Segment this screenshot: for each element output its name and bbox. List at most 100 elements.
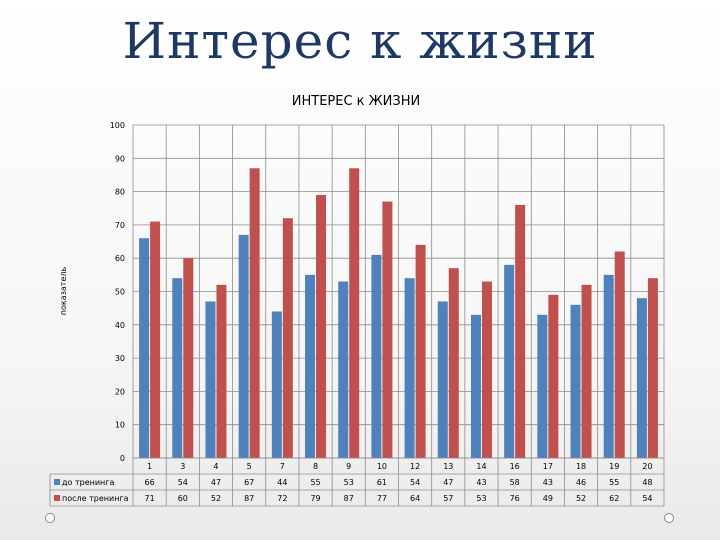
bar-before-8 [305,274,316,458]
bar-after-12 [415,244,426,458]
table-cell: 53 [344,478,354,487]
x-tick-label: 1 [147,462,152,471]
table-cell: 72 [277,494,287,503]
table-cell: 57 [443,494,453,503]
bar-after-3 [183,258,194,458]
bar-before-17 [537,314,548,458]
decorative-dot-right [664,513,674,523]
table-cell: 52 [211,494,221,503]
y-tick-label: 100 [110,121,125,130]
bar-after-8 [316,194,327,458]
legend-swatch [54,495,60,501]
y-axis-label: показатель [59,267,68,316]
x-tick-label: 5 [247,462,252,471]
x-tick-label: 19 [609,462,619,471]
x-tick-label: 17 [543,462,553,471]
bar-before-5 [238,234,249,458]
bar-before-12 [404,278,415,458]
table-cell: 79 [310,494,320,503]
table-cell: 54 [642,494,652,503]
bar-before-1 [139,238,150,458]
bar-after-9 [349,168,360,459]
y-tick-label: 20 [115,387,125,396]
x-tick-label: 18 [576,462,586,471]
table-cell: 55 [310,478,320,487]
x-tick-label: 4 [213,462,218,471]
legend-label: до тренинга [62,478,114,487]
legend-label: после тренинга [62,494,129,503]
x-tick-label: 14 [476,462,486,471]
table-cell: 54 [410,478,420,487]
x-tick-label: 3 [180,462,185,471]
x-tick-label: 7 [280,462,285,471]
bar-after-18 [581,284,592,458]
table-cell: 87 [244,494,254,503]
bars [139,168,658,459]
bar-before-3 [172,278,183,458]
bar-after-4 [216,284,227,458]
bar-after-10 [382,201,393,458]
bar-after-5 [249,168,260,459]
table-cell: 60 [178,494,188,503]
bar-after-7 [282,218,293,458]
y-tick-label: 80 [115,188,125,197]
x-tick-label: 16 [510,462,520,471]
bar-after-16 [515,204,526,458]
table-cell: 66 [145,478,155,487]
bar-after-17 [548,294,559,458]
bar-before-7 [271,311,282,458]
bar-before-13 [437,301,448,458]
bar-after-1 [150,221,161,458]
bar-before-20 [636,298,647,458]
bar-after-20 [647,278,658,458]
table-cell: 64 [410,494,420,503]
table-cell: 62 [609,494,619,503]
bar-after-19 [614,251,625,458]
bar-before-18 [570,304,581,458]
bar-before-9 [338,281,349,458]
y-tick-label: 90 [115,154,125,163]
bar-after-13 [448,268,459,458]
bar-before-4 [205,301,216,458]
table-cell: 47 [443,478,453,487]
bar-before-14 [470,314,481,458]
table-cell: 43 [476,478,486,487]
x-tick-label: 12 [410,462,420,471]
table-cell: 77 [377,494,387,503]
table-cell: 53 [476,494,486,503]
table-cell: 44 [277,478,287,487]
bar-before-19 [603,274,614,458]
bar-before-10 [371,254,382,458]
x-tick-label: 10 [377,462,387,471]
table-cell: 49 [543,494,553,503]
table-cell: 58 [510,478,520,487]
y-tick-label: 40 [115,321,125,330]
table-cell: 76 [510,494,520,503]
x-tick-label: 8 [313,462,318,471]
table-cell: 55 [609,478,619,487]
y-tick-label: 30 [115,354,125,363]
table-cell: 71 [145,494,155,503]
legend-swatch [54,479,60,485]
y-tick-label: 70 [115,221,125,230]
table-cell: 43 [543,478,553,487]
table-cell: 87 [344,494,354,503]
decorative-dot-left [45,513,55,523]
x-tick-label: 13 [443,462,453,471]
slide-title: Интерес к жизни [122,12,598,70]
y-tick-label: 0 [120,454,125,463]
table-cell: 46 [576,478,586,487]
bar-before-16 [504,264,515,458]
table-cell: 48 [642,478,652,487]
chart-title: ИНТЕРЕС к ЖИЗНИ [292,94,420,109]
table-cell: 67 [244,478,254,487]
y-tick-label: 50 [115,288,125,297]
table-cell: 61 [377,478,387,487]
y-tick-label: 60 [115,254,125,263]
y-tick-label: 10 [115,421,125,430]
table-cell: 47 [211,478,221,487]
x-tick-label: 20 [642,462,652,471]
table-cell: 54 [178,478,188,487]
